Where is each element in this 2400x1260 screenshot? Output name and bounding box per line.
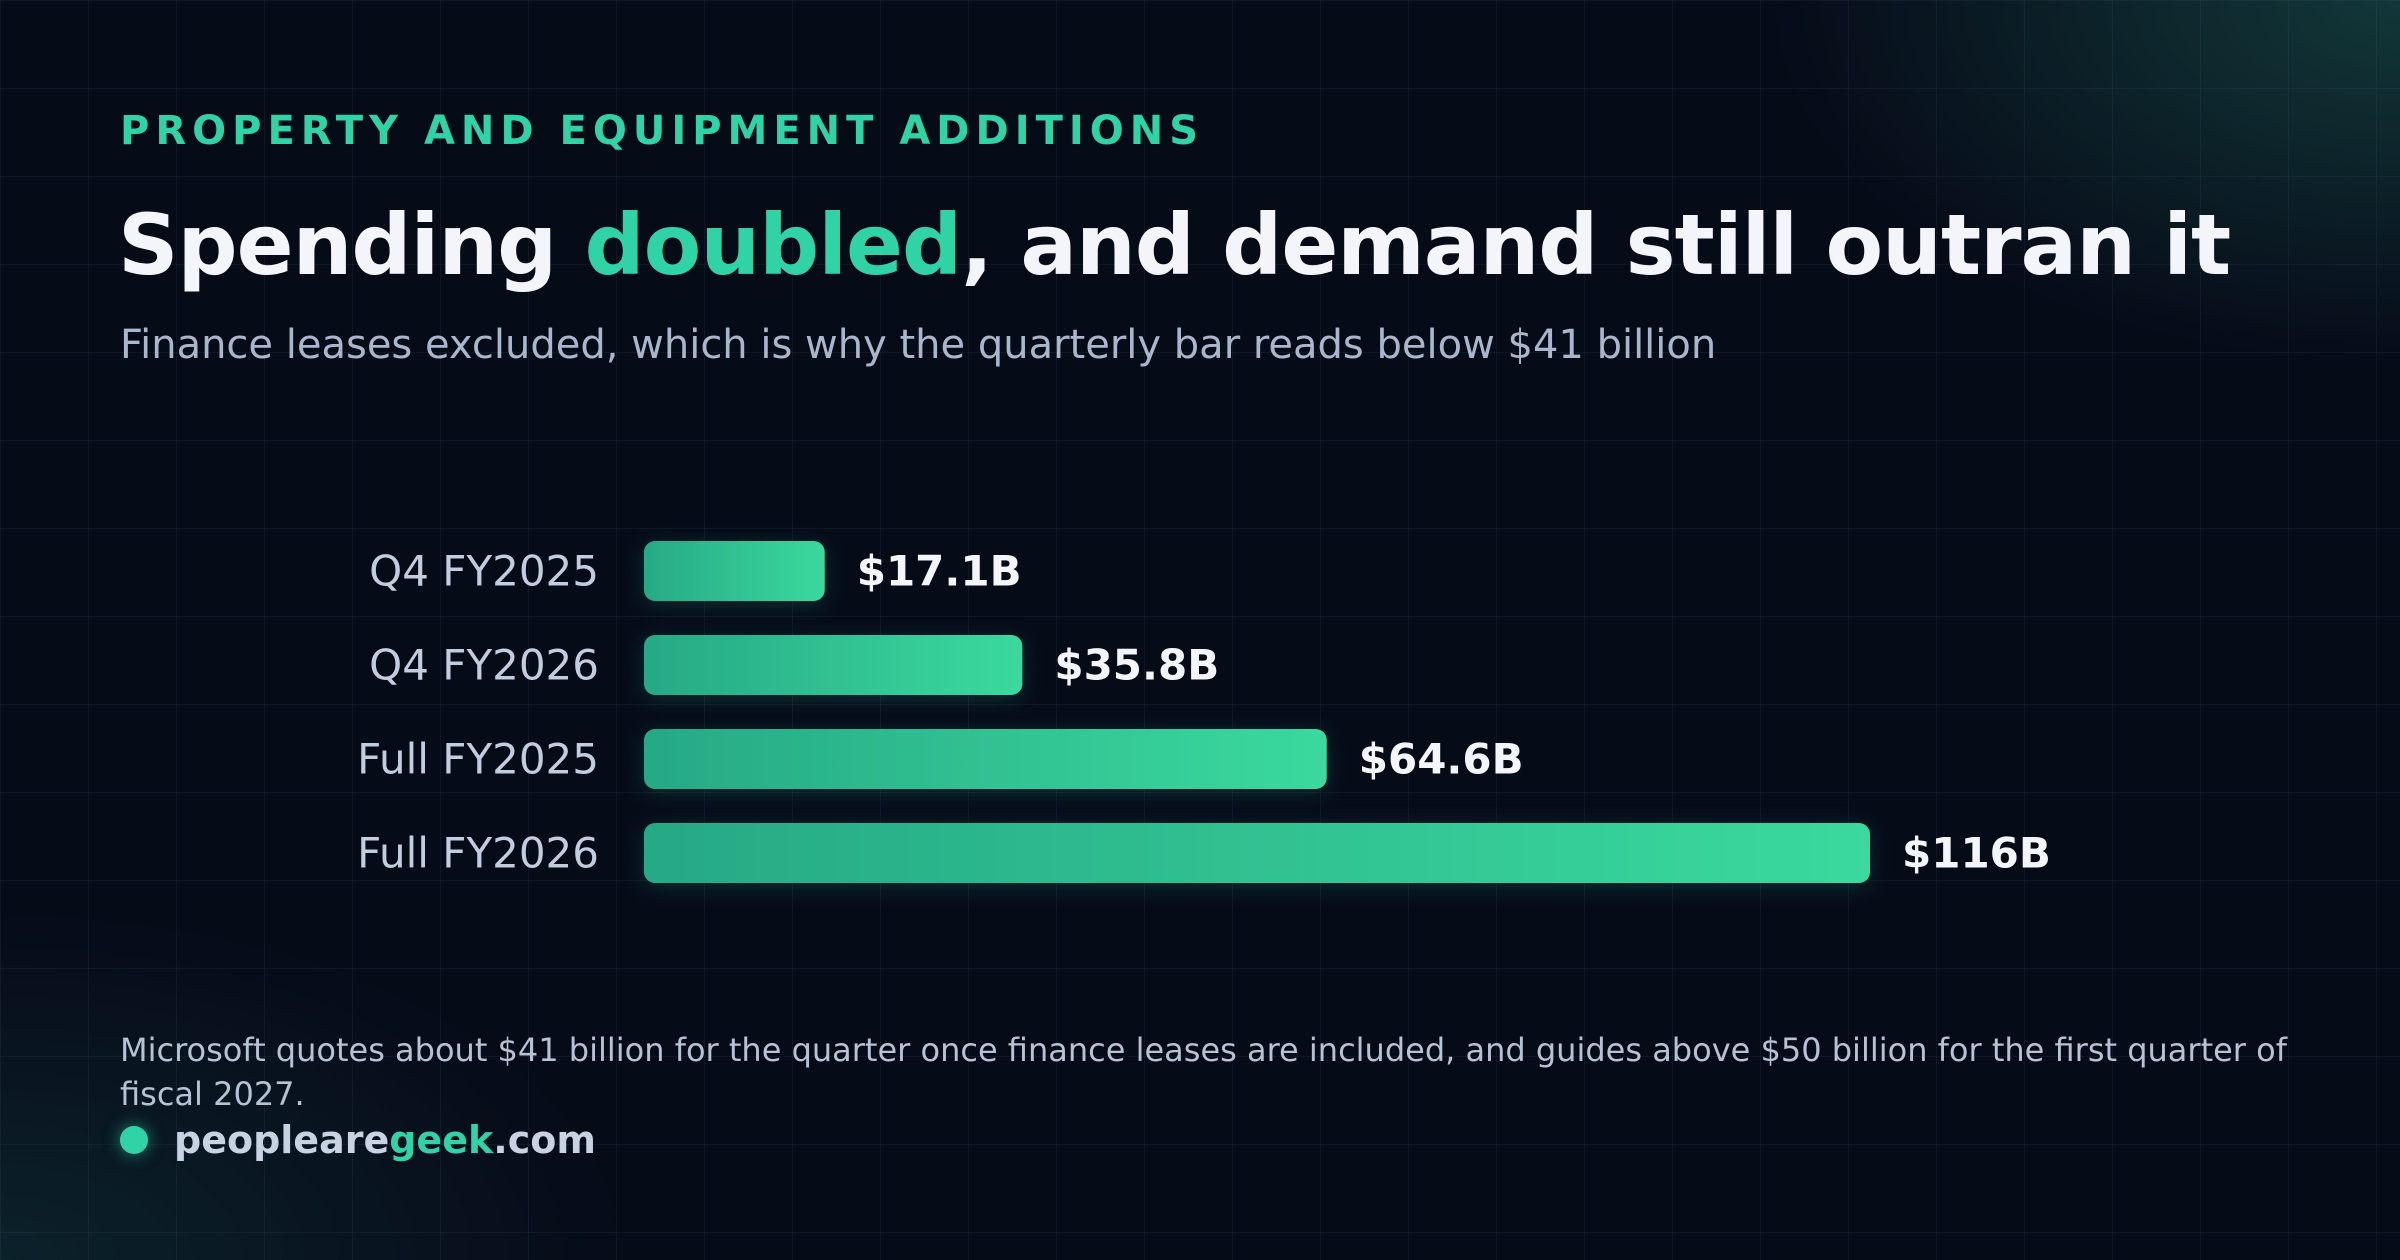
value-label: $35.8B <box>1054 641 1219 690</box>
value-label: $17.1B <box>857 547 1022 596</box>
category-label: Full FY2025 <box>357 735 599 784</box>
brand-name-end: .com <box>493 1118 596 1162</box>
bar <box>644 541 825 601</box>
category-label: Full FY2026 <box>357 829 599 878</box>
subtitle: Finance leases excluded, which is why th… <box>120 322 1717 368</box>
brand-dot-icon <box>120 1126 148 1154</box>
bar <box>644 729 1327 789</box>
bar <box>644 635 1023 695</box>
category-label: Q4 FY2026 <box>369 641 599 690</box>
brand-name-start: peopleare <box>174 1118 390 1162</box>
brand-name-accent: geek <box>389 1118 494 1162</box>
brand-logo[interactable]: peopleare geek .com <box>120 1118 596 1162</box>
headline-accent: doubled <box>584 196 963 294</box>
value-label: $116B <box>1902 829 2051 878</box>
headline: Spending doubled, and demand still outra… <box>118 196 2231 294</box>
value-label: $64.6B <box>1359 735 1524 784</box>
bar <box>644 823 1870 883</box>
headline-end: , and demand still outran it <box>961 196 2231 294</box>
eyebrow-label: PROPERTY AND EQUIPMENT ADDITIONS <box>120 108 1205 154</box>
headline-start: Spending <box>118 196 585 294</box>
category-label: Q4 FY2025 <box>369 547 599 596</box>
footnote: Microsoft quotes about $41 billion for t… <box>120 1031 2287 1113</box>
